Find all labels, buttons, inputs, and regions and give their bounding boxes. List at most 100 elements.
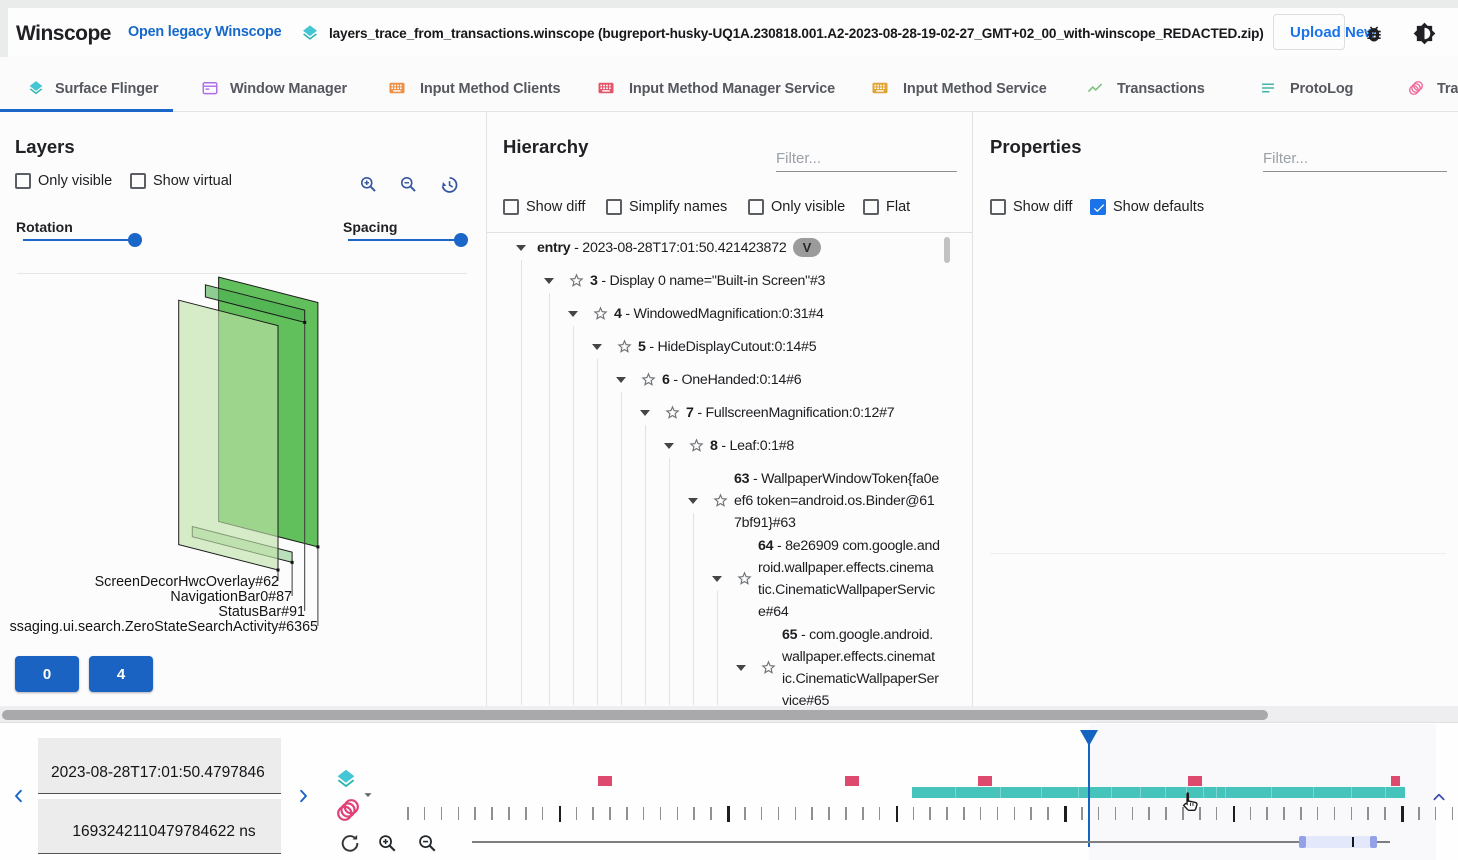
collapse-arrow-icon[interactable] xyxy=(568,311,578,317)
zoom-in-icon[interactable] xyxy=(359,175,378,194)
current-time-marker-head[interactable] xyxy=(1080,730,1098,746)
collapse-timeline-icon[interactable] xyxy=(1431,789,1447,805)
tree-node-text[interactable]: 6 - OneHanded:0:14#6 xyxy=(662,372,802,388)
collapse-arrow-icon[interactable] xyxy=(544,278,554,284)
tree-node-text[interactable]: 64 - 8e26909 com.google.and xyxy=(758,538,940,554)
open-legacy-link[interactable]: Open legacy Winscope xyxy=(128,24,282,40)
star-icon[interactable] xyxy=(736,570,753,592)
transition-range-bar[interactable] xyxy=(912,787,1405,798)
checkbox-flat[interactable]: Flat xyxy=(863,199,910,215)
trace-entry-block[interactable] xyxy=(978,776,992,786)
horizontal-scrollbar-thumb[interactable] xyxy=(2,710,1268,720)
star-icon[interactable] xyxy=(616,338,633,360)
layer-label[interactable]: StatusBar#91 xyxy=(218,604,305,620)
checkbox-show-diff[interactable]: Show diff xyxy=(990,199,1072,215)
star-icon[interactable] xyxy=(568,272,585,294)
upload-new-button[interactable]: Upload New xyxy=(1273,14,1376,50)
tree-node-text[interactable]: 3 - Display 0 name="Built-in Screen"#3 xyxy=(590,273,826,289)
tree-node-text[interactable]: tic.CinematicWallpaperServic xyxy=(758,582,935,598)
active-trace-layers-icon[interactable] xyxy=(334,767,358,791)
checkbox-icon[interactable] xyxy=(130,173,146,189)
collapse-arrow-icon[interactable] xyxy=(664,443,674,449)
collapse-arrow-icon[interactable] xyxy=(688,498,698,504)
tree-node-text[interactable]: wallpaper.effects.cinemat xyxy=(782,649,935,665)
tree-node-text[interactable]: 7 - FullscreenMagnification:0:12#7 xyxy=(686,405,895,421)
tree-node-text[interactable]: 8 - Leaf:0:1#8 xyxy=(710,438,795,454)
checkbox-icon[interactable] xyxy=(15,173,31,189)
tree-node-text[interactable]: 4 - WindowedMagnification:0:31#4 xyxy=(614,306,824,322)
prev-entry-button[interactable] xyxy=(10,787,28,808)
checkbox-only-visible[interactable]: Only visible xyxy=(748,199,845,215)
slider-thumb-spacing[interactable] xyxy=(454,233,469,247)
star-icon[interactable] xyxy=(640,371,657,393)
reset-view-icon[interactable] xyxy=(438,174,459,195)
layer-label[interactable]: ScreenDecorHwcOverlay#62 xyxy=(94,574,279,590)
zoom-slider-handle-left[interactable] xyxy=(1299,836,1306,848)
timeline-zoom-in-icon[interactable] xyxy=(377,833,398,854)
tree-node-text[interactable]: vice#65 xyxy=(782,693,830,705)
trace-entry-block[interactable] xyxy=(598,776,612,786)
next-entry-button[interactable] xyxy=(294,787,312,808)
tree-node-text[interactable]: 7bf91}#63 xyxy=(734,515,796,531)
collapse-arrow-icon[interactable] xyxy=(736,665,746,671)
refresh-icon[interactable] xyxy=(339,832,361,854)
checkbox-show-virtual[interactable]: Show virtual xyxy=(130,173,232,189)
timeline-zoom-out-icon[interactable] xyxy=(417,833,438,854)
timestamp-ns-value[interactable]: 1693242110479784622 ns xyxy=(72,823,256,840)
slider-track[interactable] xyxy=(23,239,136,241)
tree-node-text[interactable]: entry - 2023-08-28T17:01:50.421423872 xyxy=(537,240,787,256)
timestamp-value[interactable]: 2023-08-28T17:01:50.4797846 xyxy=(51,764,265,781)
layer-label[interactable]: ssaging.ui.search.ZeroStateSearchActivit… xyxy=(9,619,318,635)
tree-node-text[interactable]: e#64 xyxy=(758,604,789,620)
zoom-slider-track[interactable] xyxy=(472,841,1299,844)
checkbox-show-defaults[interactable]: Show defaults xyxy=(1090,199,1204,215)
horizontal-scrollbar[interactable] xyxy=(0,706,1458,722)
collapse-arrow-icon[interactable] xyxy=(712,576,722,582)
properties-filter-input[interactable] xyxy=(1263,150,1447,172)
collapse-arrow-icon[interactable] xyxy=(592,344,602,350)
hierarchy-filter-input[interactable] xyxy=(776,150,957,172)
timestamp-ns-field[interactable]: 1693242110479784622 ns xyxy=(38,799,281,854)
layer-id-button-0[interactable]: 0 xyxy=(15,656,79,692)
checkbox-icon[interactable] xyxy=(748,199,764,215)
tree-node-text[interactable]: 63 - WallpaperWindowToken{fa0e xyxy=(734,471,939,487)
star-icon[interactable] xyxy=(664,404,681,426)
slider-track[interactable] xyxy=(348,239,462,241)
checkbox-only-visible[interactable]: Only visible xyxy=(15,173,112,189)
tree-node-text[interactable]: ic.CinematicWallpaperSer xyxy=(782,671,939,687)
checkbox-icon[interactable] xyxy=(503,199,519,215)
checkbox-icon[interactable] xyxy=(863,199,879,215)
zoom-out-icon[interactable] xyxy=(399,175,418,194)
bug-report-icon[interactable] xyxy=(1364,24,1384,44)
timeline-canvas[interactable] xyxy=(0,723,1458,860)
collapse-arrow-icon[interactable] xyxy=(516,245,526,251)
timestamp-field[interactable]: 2023-08-28T17:01:50.4797846 xyxy=(38,738,281,794)
layers-3d-canvas[interactable] xyxy=(0,112,486,706)
trace-selector-caret-icon[interactable] xyxy=(362,789,374,801)
hierarchy-scrollbar[interactable] xyxy=(944,237,950,263)
star-icon[interactable] xyxy=(760,659,777,681)
checkbox-simplify-names[interactable]: Simplify names xyxy=(606,199,727,215)
collapse-arrow-icon[interactable] xyxy=(640,410,650,416)
trace-entry-block[interactable] xyxy=(1391,776,1400,786)
layer-label[interactable]: NavigationBar0#87 xyxy=(170,589,292,605)
current-time-marker-line[interactable] xyxy=(1087,730,1091,847)
checkbox-checked-icon[interactable] xyxy=(1090,199,1106,215)
slider-thumb-rotation[interactable] xyxy=(128,233,143,247)
checkbox-icon[interactable] xyxy=(990,199,1006,215)
dark-mode-toggle-icon[interactable] xyxy=(1413,22,1436,45)
tree-node-text[interactable]: 5 - HideDisplayCutout:0:14#5 xyxy=(638,339,817,355)
zoom-slider-track-tail[interactable] xyxy=(1377,841,1390,844)
star-icon[interactable] xyxy=(688,437,705,459)
checkbox-show-diff[interactable]: Show diff xyxy=(503,199,585,215)
tree-node-text[interactable]: roid.wallpaper.effects.cinema xyxy=(758,560,934,576)
trace-entry-block[interactable] xyxy=(1188,776,1202,786)
star-icon[interactable] xyxy=(592,305,609,327)
star-icon[interactable] xyxy=(712,492,729,514)
tree-node-text[interactable]: ef6 token=android.os.Binder@61 xyxy=(734,493,935,509)
zoom-slider-handle-right[interactable] xyxy=(1370,836,1377,848)
layer-id-button-4[interactable]: 4 xyxy=(89,656,153,692)
checkbox-icon[interactable] xyxy=(606,199,622,215)
zoom-slider-selection[interactable] xyxy=(1306,836,1370,848)
trace-entry-block[interactable] xyxy=(845,776,859,786)
